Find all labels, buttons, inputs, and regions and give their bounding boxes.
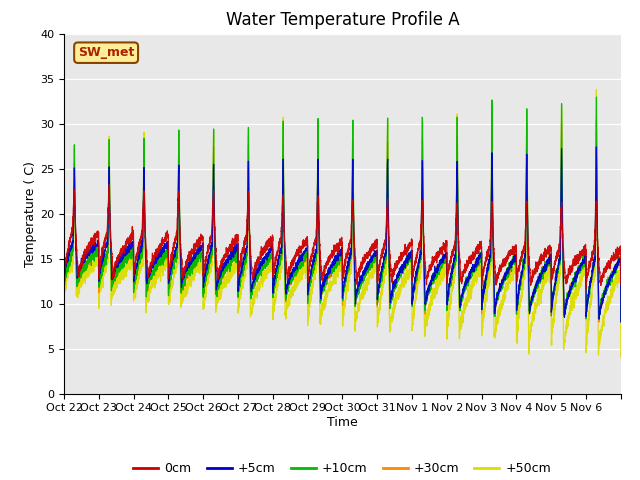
Title: Water Temperature Profile A: Water Temperature Profile A bbox=[225, 11, 460, 29]
Legend: 0cm, +5cm, +10cm, +30cm, +50cm: 0cm, +5cm, +10cm, +30cm, +50cm bbox=[129, 457, 556, 480]
Y-axis label: Temperature ( C): Temperature ( C) bbox=[24, 161, 37, 266]
X-axis label: Time: Time bbox=[327, 416, 358, 429]
Text: SW_met: SW_met bbox=[78, 46, 134, 59]
